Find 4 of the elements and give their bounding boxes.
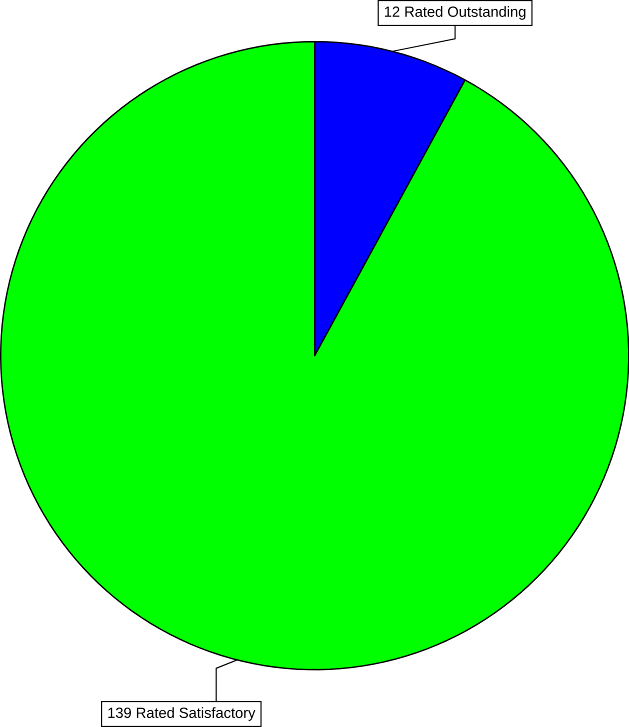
data-label: 12	[384, 6, 400, 17]
slice-label: Rated Outstanding	[405, 6, 526, 20]
data-label: 139	[108, 708, 131, 718]
slice-label: Rated Satisfactory	[136, 707, 256, 721]
